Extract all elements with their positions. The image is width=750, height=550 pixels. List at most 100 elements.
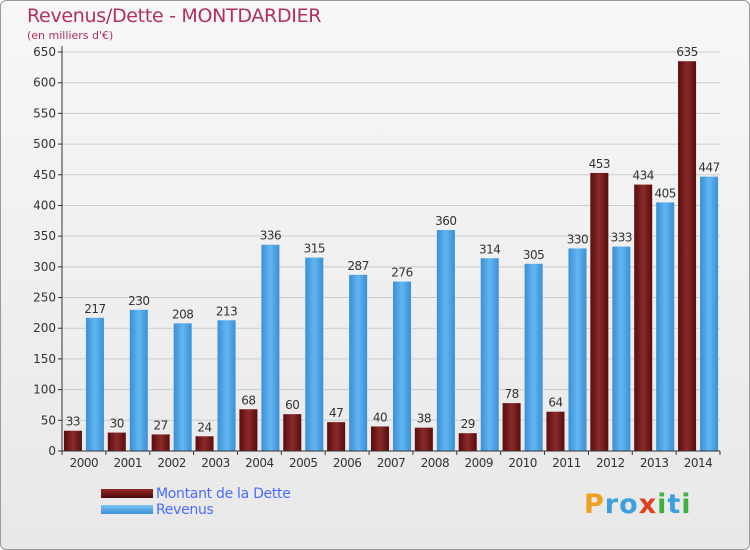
bar-revenus-2009: [480, 258, 499, 451]
legend-label-debt: Montant de la Dette: [156, 486, 291, 502]
logo-letter: x: [638, 489, 658, 520]
xtick-label-2013: 2013: [640, 456, 669, 470]
bar-revenus-2002: [173, 323, 192, 451]
x-axis-ticks: 2000 2001 2002 2003 2004 2005 2006 2007 2008 2009…: [61, 451, 721, 470]
bar-revenus-2006: [349, 274, 368, 451]
xtick-label-2008: 2008: [421, 456, 450, 470]
data-label-revenus-2001: 230: [128, 294, 149, 308]
logo-letter: r: [604, 489, 620, 520]
ytick-label-300: 300: [33, 260, 56, 274]
xtick-label-2010: 2010: [508, 456, 537, 470]
bar-revenus-2001: [129, 309, 148, 451]
xtick-label-2007: 2007: [377, 456, 406, 470]
xtick-label-2014: 2014: [684, 456, 713, 470]
ytick-label-550: 550: [33, 106, 56, 120]
data-label-dette-2008: 38: [417, 412, 431, 426]
bar-revenus-2008: [436, 230, 455, 451]
bar-revenus-2010: [524, 263, 543, 451]
data-label-dette-2004: 68: [241, 393, 255, 407]
data-label-revenus-2006: 287: [347, 259, 368, 273]
bar-revenus-2013: [656, 202, 675, 451]
bar-dette-2006: [327, 422, 346, 451]
ytick-label-100: 100: [33, 383, 56, 397]
proxiti-logo: Proxiti: [584, 489, 692, 520]
bar-dette-2004: [239, 409, 258, 451]
data-label-revenus-2003: 213: [216, 304, 237, 318]
xtick-label-2009: 2009: [464, 456, 493, 470]
data-label-revenus-2002: 208: [172, 307, 193, 321]
bar-revenus-2003: [217, 320, 236, 451]
bar-revenus-2004: [261, 244, 280, 451]
data-label-revenus-2007: 276: [391, 266, 412, 280]
bar-dette-2008: [414, 427, 433, 451]
bar-revenus-2011: [568, 248, 587, 451]
ytick-label-350: 350: [33, 229, 56, 243]
legend-swatch-debt: [101, 489, 153, 498]
logo-letter: i: [657, 489, 668, 520]
bar-revenus-2000: [85, 317, 104, 451]
bar-revenus-2014: [700, 176, 719, 451]
ytick-label-150: 150: [33, 352, 56, 366]
xtick-label-2004: 2004: [245, 456, 274, 470]
data-label-revenus-2013: 405: [654, 186, 675, 200]
bar-dette-2009: [458, 433, 477, 451]
ytick-label-200: 200: [33, 321, 56, 335]
data-label-dette-2013: 434: [632, 169, 653, 183]
legend-swatch-revenus: [101, 505, 153, 514]
logo-letter: o: [619, 489, 639, 520]
data-label-dette-2010: 78: [504, 387, 518, 401]
data-label-dette-2007: 40: [373, 410, 387, 424]
data-label-dette-2002: 27: [154, 418, 168, 432]
data-label-revenus-2008: 360: [435, 214, 456, 228]
xtick-label-2002: 2002: [157, 456, 186, 470]
data-label-dette-2009: 29: [461, 417, 475, 431]
data-label-dette-2011: 64: [548, 396, 562, 410]
bar-dette-2012: [590, 172, 609, 452]
xtick-label-2005: 2005: [289, 456, 318, 470]
data-label-revenus-2012: 333: [611, 231, 632, 245]
xtick-label-2011: 2011: [552, 456, 581, 470]
logo-letter: P: [584, 489, 605, 520]
ytick-label-50: 50: [41, 413, 56, 427]
data-label-dette-2006: 47: [329, 406, 343, 420]
data-label-revenus-2000: 217: [84, 302, 105, 316]
data-label-revenus-2005: 315: [304, 242, 325, 256]
gridlines: [62, 51, 720, 421]
data-label-dette-2014: 635: [676, 45, 697, 59]
logo-letter: i: [681, 489, 692, 520]
data-label-dette-2003: 24: [197, 420, 211, 434]
ytick-label-450: 450: [33, 168, 56, 182]
bar-dette-2013: [634, 184, 653, 452]
data-label-revenus-2010: 305: [523, 248, 544, 262]
bar-dette-2005: [283, 414, 302, 451]
ytick-label-250: 250: [33, 291, 56, 305]
bar-revenus-2007: [393, 281, 411, 451]
axes: [61, 46, 720, 452]
data-label-dette-2005: 60: [285, 398, 299, 412]
data-label-revenus-2004: 336: [260, 229, 281, 243]
bar-dette-2000: [63, 430, 82, 451]
data-label-revenus-2009: 314: [479, 242, 500, 256]
legend-label-revenus: Revenus: [156, 502, 214, 518]
data-label-revenus-2011: 330: [567, 232, 588, 246]
ytick-label-400: 400: [33, 198, 56, 212]
bar-dette-2002: [151, 434, 170, 451]
ytick-label-600: 600: [33, 76, 56, 90]
chart-subtitle: (en milliers d'€): [27, 29, 114, 42]
chart-title: Revenus/Dette - MONTDARDIER: [27, 5, 322, 27]
bar-revenus-2012: [612, 246, 631, 451]
data-label-revenus-2014: 447: [698, 161, 719, 175]
xtick-label-2012: 2012: [596, 456, 625, 470]
bar-dette-2003: [195, 436, 214, 451]
bar-dette-2007: [371, 426, 389, 451]
xtick-label-2003: 2003: [201, 456, 230, 470]
data-label-dette-2000: 33: [66, 415, 80, 429]
bar-dette-2001: [107, 432, 126, 451]
bar-dette-2010: [502, 403, 521, 451]
xtick-label-2001: 2001: [114, 456, 143, 470]
bars: [63, 61, 719, 452]
bar-revenus-2005: [305, 257, 324, 451]
y-axis-ticks: 0 50 100 150 200 250 300 350 400 450 500 550 600 650: [33, 45, 62, 458]
